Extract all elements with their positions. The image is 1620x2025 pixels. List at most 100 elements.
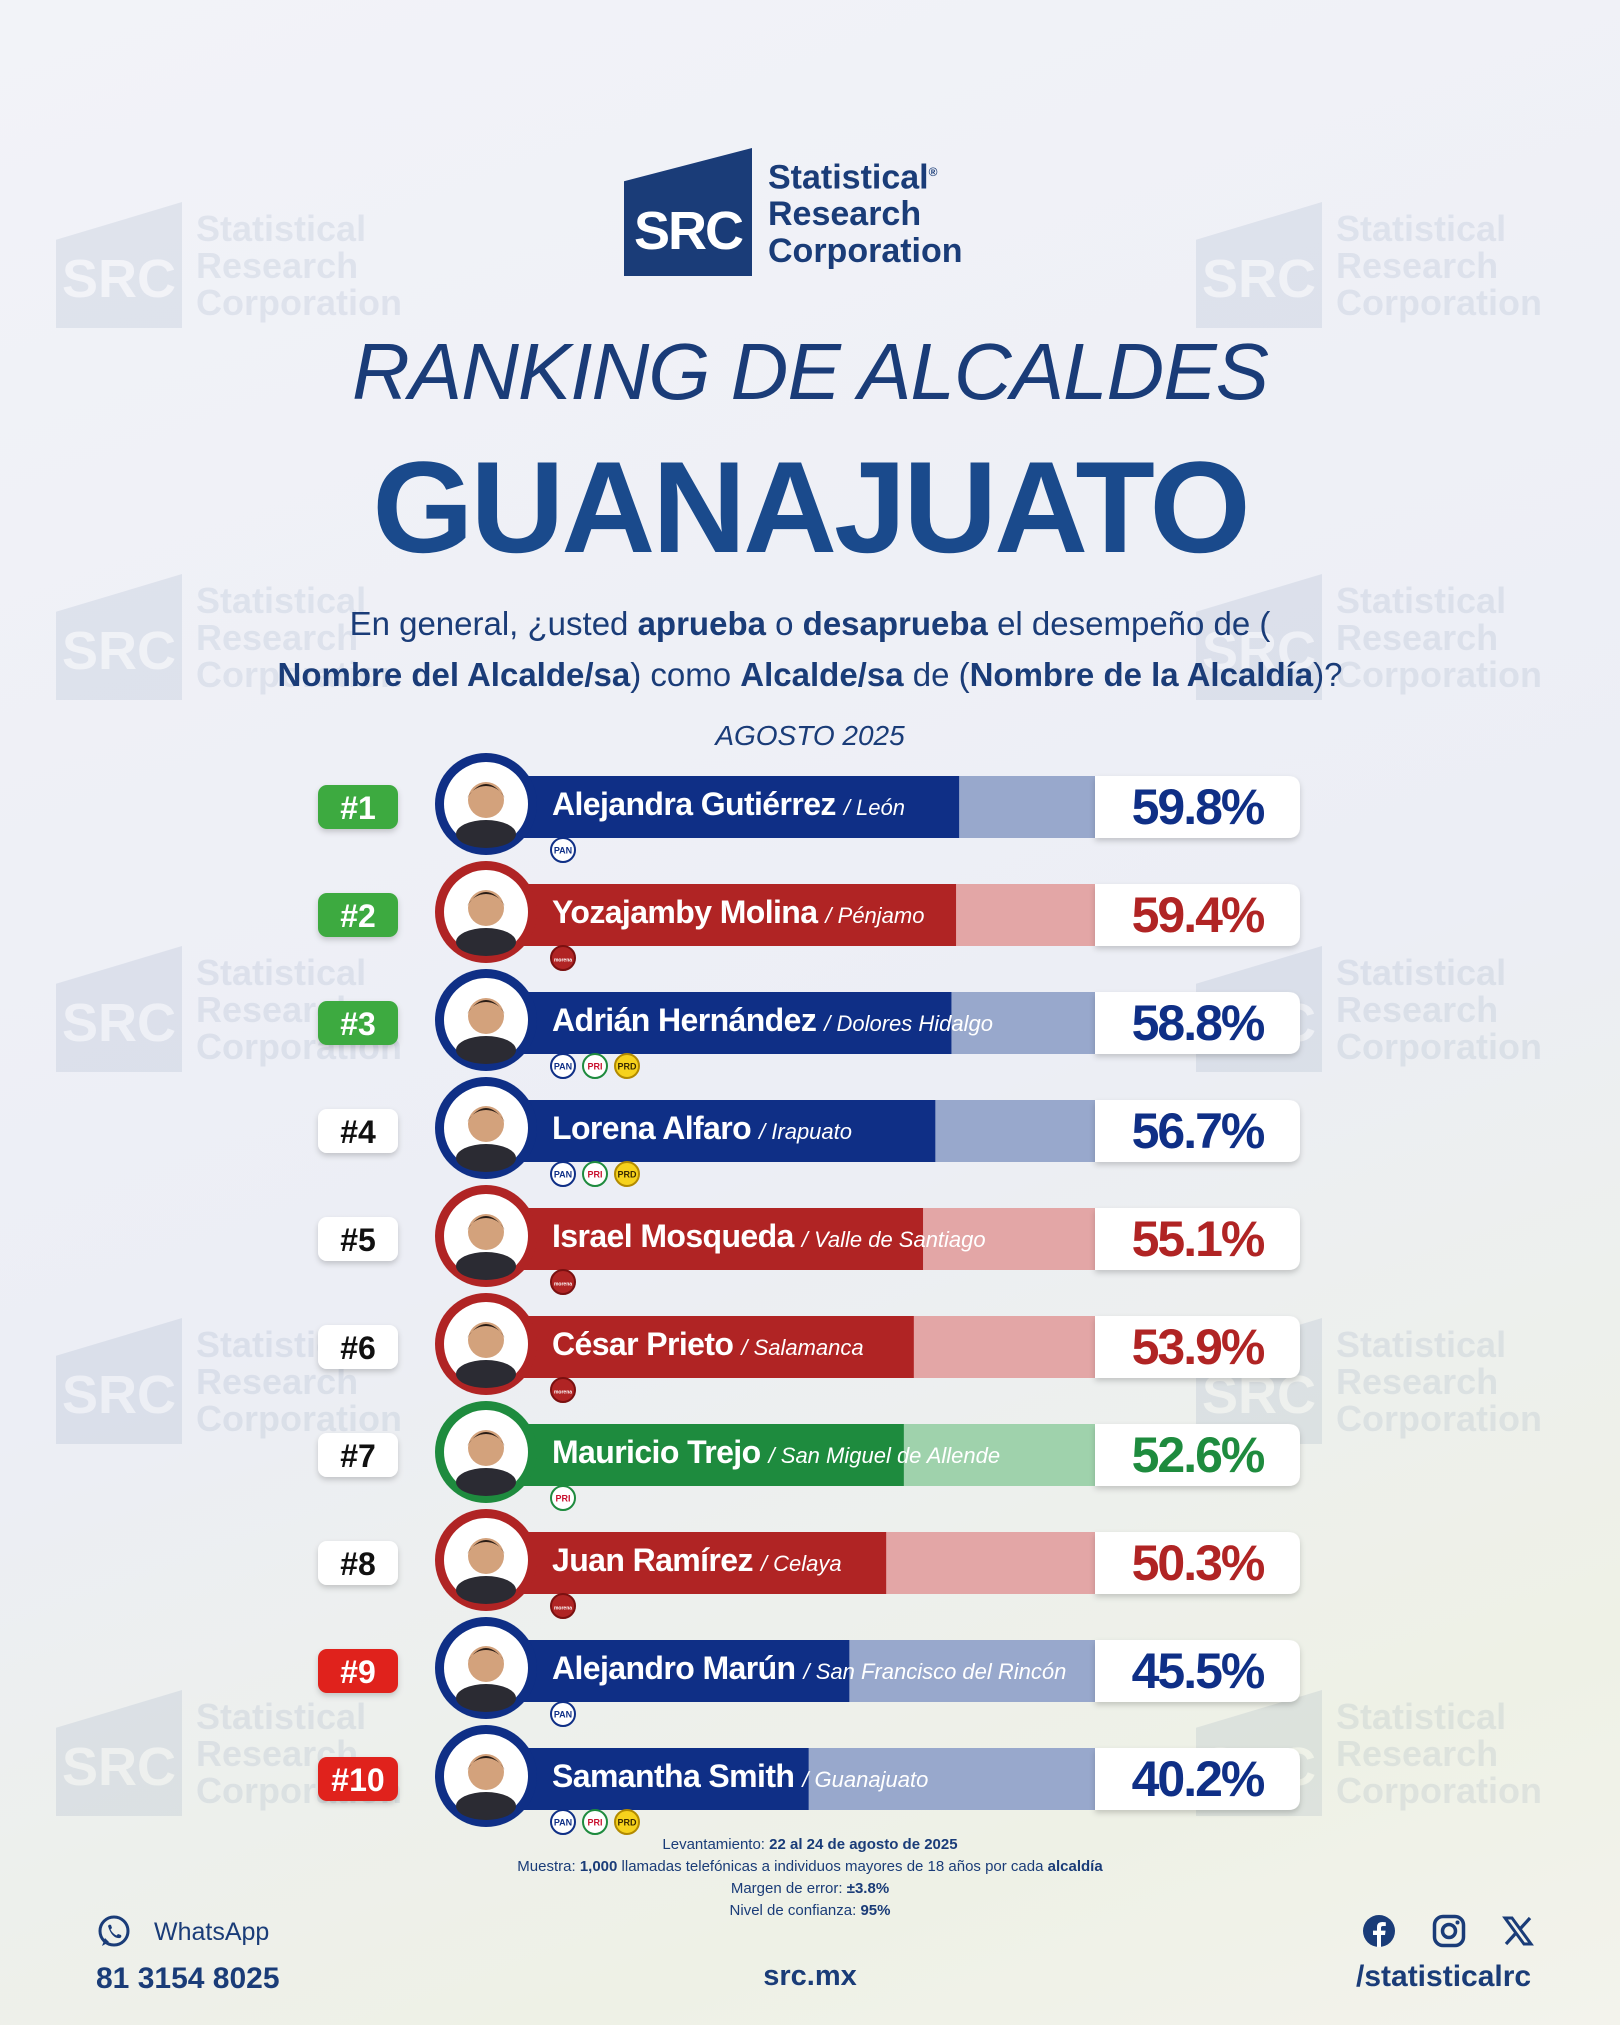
avatar-face — [468, 1214, 504, 1250]
party-label: PRD — [617, 1062, 637, 1072]
avatar-face — [468, 1538, 504, 1574]
avatar-hair — [467, 1108, 505, 1122]
avatar-hair — [467, 1000, 505, 1014]
candidate-name: Juan Ramírez — [552, 1542, 753, 1578]
avatar-hair — [467, 1756, 505, 1770]
candidate-name: Mauricio Trejo — [552, 1434, 761, 1470]
party-logo-prd — [614, 1161, 640, 1187]
value-box — [1095, 1532, 1300, 1594]
chart-row: #7 52.6% Mauricio Trejo / San Miguel de All… — [318, 1401, 1300, 1511]
party-label: PAN — [554, 1062, 572, 1072]
party-logo-prd — [614, 1053, 640, 1079]
avatar-face — [468, 1430, 504, 1466]
value-box — [1095, 776, 1300, 838]
avatar-face — [468, 1106, 504, 1142]
value-label: 55.1% — [1132, 1211, 1265, 1267]
whatsapp-contact[interactable]: WhatsApp 81 3154 8025 — [96, 1914, 280, 1996]
party-label: PRI — [587, 1818, 602, 1828]
value-bar — [500, 776, 960, 838]
value-box — [1095, 992, 1300, 1054]
party-logo-pan — [550, 1161, 576, 1187]
value-bar — [500, 884, 957, 946]
party-logo-pri — [582, 1161, 608, 1187]
rank-badge — [318, 1541, 398, 1585]
party-logo-pan — [550, 837, 576, 863]
party-logo-pan — [550, 1809, 576, 1835]
party-label: PRD — [617, 1818, 637, 1828]
methodology-note: Levantamiento: 22 al 24 de agosto de 202… — [517, 1836, 1103, 1919]
value-label: 50.3% — [1132, 1535, 1265, 1591]
avatar-shoulders — [456, 1576, 516, 1604]
rank-badge — [318, 893, 398, 937]
chart-row: #1 59.8% Alejandra Gutiérrez / León PAN — [318, 753, 1300, 863]
avatar-face — [468, 890, 504, 926]
party-label: PAN — [554, 1818, 572, 1828]
candidate-name-line: Alejandro Marún / San Francisco del Rincó… — [552, 1650, 1066, 1686]
rank-label: #9 — [340, 1654, 376, 1690]
avatar-face — [468, 1322, 504, 1358]
src-logo: SRC Statistical® Research Corporation — [624, 148, 963, 276]
avatar-shoulders — [456, 1144, 516, 1172]
party-logo-pri — [582, 1053, 608, 1079]
value-box — [1095, 1316, 1300, 1378]
party-label: PRI — [555, 1494, 570, 1504]
avatar-face — [468, 782, 504, 818]
rank-badge — [318, 1649, 398, 1693]
whatsapp-number[interactable]: 81 3154 8025 — [96, 1962, 280, 1995]
avatar-shoulders — [456, 1792, 516, 1820]
rank-label: #8 — [340, 1546, 376, 1582]
avatar-hair — [467, 1540, 505, 1554]
party-logo-morena — [550, 1269, 576, 1295]
avatar-hair — [467, 1648, 505, 1662]
party-label: morena — [554, 1606, 572, 1612]
candidate-name: Israel Mosqueda — [552, 1218, 795, 1254]
instagram-icon[interactable] — [1432, 1914, 1466, 1948]
chart-row: #6 53.9% César Prieto / Salamanca morena — [318, 1293, 1300, 1403]
value-label: 53.9% — [1132, 1319, 1265, 1375]
value-box — [1095, 1424, 1300, 1486]
party-label: PAN — [554, 1170, 572, 1180]
rank-label: #7 — [340, 1438, 376, 1474]
candidate-name-line: Alejandra Gutiérrez / León — [552, 786, 905, 822]
candidate-name: Lorena Alfaro — [552, 1110, 751, 1146]
survey-question: En general, ¿usted aprueba o desaprueba … — [277, 605, 1343, 693]
rank-badge — [318, 1757, 398, 1801]
candidate-name: Alejandra Gutiérrez — [552, 786, 836, 822]
candidate-name: Yozajamby Molina — [552, 894, 818, 930]
value-label: 56.7% — [1132, 1103, 1265, 1159]
chart-row: #10 40.2% Samantha Smith / Guanajuato PAN PRI… — [318, 1725, 1300, 1835]
value-label: 59.8% — [1132, 779, 1265, 835]
party-logo-prd — [614, 1809, 640, 1835]
candidate-name: Adrián Hernández — [552, 1002, 816, 1038]
party-logo-morena — [550, 1377, 576, 1403]
website-link[interactable]: src.mx — [763, 1960, 857, 1992]
rank-badge — [318, 1001, 398, 1045]
avatar-shoulders — [456, 1360, 516, 1388]
social-links: /statisticalrc — [1356, 1914, 1534, 1994]
value-bar — [500, 1532, 887, 1594]
value-box — [1095, 1640, 1300, 1702]
avatar-hair — [467, 1324, 505, 1338]
value-bar — [500, 1316, 914, 1378]
avatar-hair — [467, 1432, 505, 1446]
rank-label: #6 — [340, 1330, 376, 1366]
candidate-city: / Pénjamo — [823, 903, 924, 928]
value-label: 52.6% — [1132, 1427, 1265, 1483]
rank-badge — [318, 785, 398, 829]
candidate-name-line: Adrián Hernández / Dolores Hidalgo — [552, 1002, 993, 1038]
facebook-icon[interactable] — [1362, 1914, 1396, 1948]
value-box — [1095, 1208, 1300, 1270]
chart-row: #2 59.4% Yozajamby Molina / Pénjamo morena — [318, 861, 1300, 971]
party-logo-pri — [582, 1809, 608, 1835]
avatar-hair — [467, 784, 505, 798]
social-handle[interactable]: /statisticalrc — [1356, 1960, 1532, 1993]
candidate-city: / Salamanca — [739, 1335, 863, 1360]
value-bar — [500, 1208, 924, 1270]
x-icon[interactable] — [1502, 1915, 1534, 1947]
chart-row: #4 56.7% Lorena Alfaro / Irapuato PAN PRI PRD — [318, 1077, 1300, 1187]
candidate-name-line: Juan Ramírez / Celaya — [552, 1542, 842, 1578]
avatar-shoulders — [456, 928, 516, 956]
rank-label: #5 — [340, 1222, 376, 1258]
avatar-shoulders — [456, 1252, 516, 1280]
chart-row: #9 45.5% Alejandro Marún / San Francisco de… — [318, 1617, 1300, 1727]
